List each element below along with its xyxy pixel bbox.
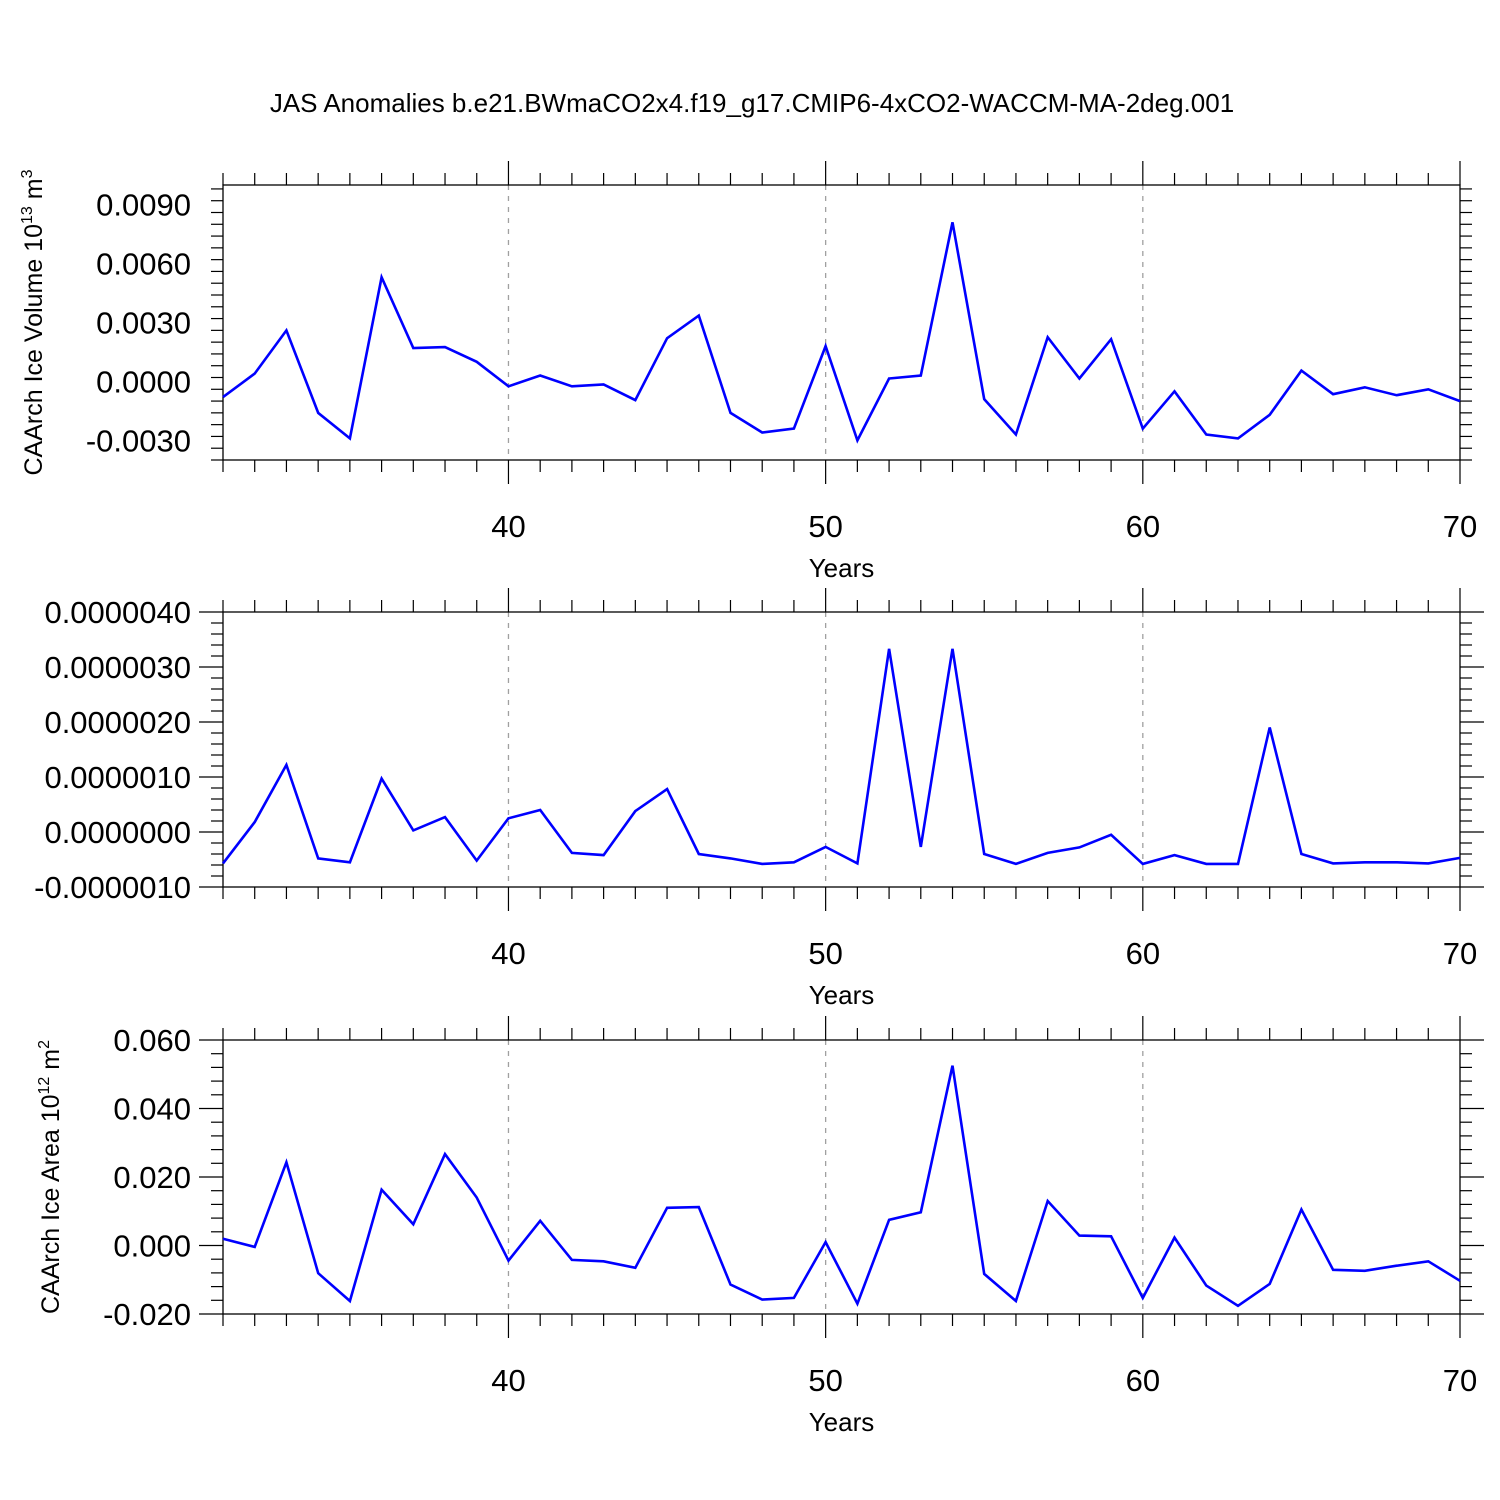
x-tick-label: 50 [808,936,842,971]
plot-frame [222,611,1461,888]
y-axis-label: CAArch Ice Area 1012 m2 [36,1040,65,1314]
panel-middle: -0.0000010 0.0000000 0.0000010 0.0000020 0.0… [34,588,1484,1010]
y-tick-label: 0.0000010 [44,760,191,795]
y-tick-label: 0.0030 [96,306,191,341]
y-tick-label: 0.0000 [96,364,191,399]
y-tick-label: -0.0030 [86,423,191,458]
y-tick-label: 0.0000030 [44,650,191,685]
x-tick-label: 70 [1443,509,1477,544]
y-tick-label: 0.0060 [96,247,191,282]
y-tick-label: -0.020 [103,1297,191,1332]
y-tick-label: 0.0000020 [44,705,191,740]
y-tick-label: 0.020 [113,1160,191,1195]
y-tick-label: 0.0000000 [44,815,191,850]
series-line [222,1065,1461,1308]
x-tick-label: 40 [491,936,525,971]
series-line [222,222,1461,444]
x-tick-label: 70 [1443,936,1477,971]
y-tick-label: 0.000 [113,1229,191,1264]
panel-ice-area: -0.020 0.000 0.020 0.040 0.060 40 50 60 70 Years C… [36,1016,1484,1437]
x-tick-label: 60 [1126,936,1160,971]
y-tick-label: 0.060 [113,1023,191,1058]
x-axis-label: Years [809,553,875,583]
x-tick-label: 50 [808,509,842,544]
y-tick-label: -0.0000010 [34,870,191,905]
series-line [221,648,1461,866]
panel-ice-volume: -0.0030 0.0000 0.0030 0.0060 0.0090 40 50 60 70 Y… [19,161,1477,583]
chart-title: JAS Anomalies b.e21.BWmaCO2x4.f19_g17.CM… [270,88,1234,118]
x-tick-label: 70 [1443,1363,1477,1398]
x-tick-label: 60 [1126,1363,1160,1398]
y-tick-label: 0.0090 [96,188,191,223]
y-tick-label: 0.040 [113,1092,191,1127]
x-axis-label: Years [809,1407,875,1437]
x-tick-label: 40 [491,509,525,544]
plot-frame [222,184,1461,461]
x-tick-label: 50 [808,1363,842,1398]
x-tick-label: 40 [491,1363,525,1398]
y-tick-label: 0.0000040 [44,595,191,630]
x-tick-label: 60 [1126,509,1160,544]
y-axis-label: CAArch Ice Volume 1013 m3 [19,169,48,475]
x-axis-label: Years [809,980,875,1010]
